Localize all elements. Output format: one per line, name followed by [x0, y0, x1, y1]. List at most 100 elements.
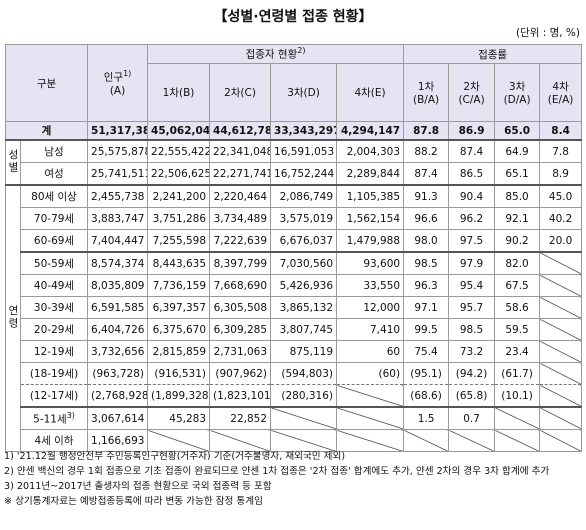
- row: 연령 80세 이상 2,455,738 2,241,200 2,220,464 2,086…: [5, 184, 583, 452]
- cell: 25,575,878: [87, 139, 149, 163]
- cell: 95.4: [448, 274, 496, 297]
- row-text: 40-49세: [33, 280, 75, 292]
- na-cell: [539, 296, 583, 319]
- row: 여성 25,741,511 22,506,625 22,271,741 16,752,2…: [6, 162, 583, 186]
- cell: 44,612,789: [209, 121, 272, 141]
- cell: 8,443,635: [147, 251, 211, 275]
- cell: (963,728): [87, 362, 149, 385]
- table: 구분 인구1) (A) 접종자 현황2) 접종률 1차(B) 2차(C) 3차(D) 4…: [4, 44, 583, 452]
- cell: 3,575,019: [270, 207, 338, 230]
- cell: 86.5: [448, 162, 496, 186]
- na-cell: [270, 406, 338, 430]
- cell: 58.6: [494, 296, 541, 319]
- row: (12-17세) (2,768,928) (1,899,328) (1,823,101…: [6, 384, 583, 408]
- header-col: 2차(C): [209, 63, 272, 122]
- cell: 1.5: [403, 406, 450, 430]
- row-label: 계: [4, 121, 89, 141]
- cell: 875,119: [270, 340, 338, 363]
- cell: 22,852: [209, 406, 272, 430]
- cell: 4,294,147: [336, 121, 405, 141]
- cell: 96.2: [448, 207, 496, 230]
- footnote-mark: 3): [4, 481, 14, 492]
- na-cell: [539, 406, 583, 430]
- row-text: 80세 이상: [31, 191, 77, 203]
- cell: 8.9: [539, 162, 583, 186]
- group-text: 연령: [7, 304, 19, 330]
- na-cell: [147, 429, 211, 452]
- cell: 2,455,738: [87, 184, 149, 208]
- row-label: 30-39세: [19, 296, 89, 319]
- row-label: 60-69세: [19, 229, 89, 253]
- header-line: 1차: [417, 81, 435, 93]
- header-col: 1차 (B/A): [403, 63, 450, 122]
- cell: 92.1: [494, 207, 541, 230]
- header-col: 3차(D): [270, 63, 338, 122]
- na-cell: [494, 406, 541, 430]
- cell: 33,550: [336, 274, 405, 297]
- cell: 16,752,244: [270, 162, 338, 186]
- cell: (94.2): [448, 362, 496, 385]
- header-text: 접종자 현황: [245, 48, 298, 61]
- cell: 88.2: [403, 139, 450, 163]
- row-label: 20-29세: [19, 318, 89, 341]
- na-cell: [336, 384, 405, 408]
- cell: 33,343,297: [270, 121, 338, 141]
- cell: (1,899,328): [147, 384, 211, 408]
- cell: 6,309,285: [209, 318, 272, 341]
- na-cell: [539, 340, 583, 363]
- cell: 3,067,614: [87, 406, 149, 430]
- cell: 3,865,132: [270, 296, 338, 319]
- na-cell: [539, 251, 583, 275]
- cell: 6,591,585: [87, 296, 149, 319]
- cell: 97.9: [448, 251, 496, 275]
- cell: 45.0: [539, 184, 583, 208]
- cell: 6,397,357: [147, 296, 211, 319]
- row-text: 5-11세: [33, 413, 67, 426]
- cell: 3,734,489: [209, 207, 272, 230]
- footnote-mark: ※: [4, 496, 13, 507]
- cell: 1,479,988: [336, 229, 405, 253]
- footnote: 1) '21.12월 행정안전부 주민등록인구현황(거주자) 기준(거주불명자,…: [4, 449, 582, 464]
- cell: 40.2: [539, 207, 583, 230]
- cell: (594,803): [270, 362, 338, 385]
- cell: (2,768,928): [87, 384, 149, 408]
- header-col: 4차 (E/A): [539, 63, 583, 122]
- cell: 82.0: [494, 251, 541, 275]
- header-col: 2차 (C/A): [448, 63, 496, 122]
- cell: 16,591,053: [270, 139, 338, 163]
- cell: 3,807,745: [270, 318, 338, 341]
- cell: 2,241,200: [147, 184, 211, 208]
- cell: 45,283: [147, 406, 211, 430]
- cell: 25,741,511: [87, 162, 149, 186]
- row-text: (18-19세): [29, 368, 79, 380]
- cell: 45,062,047: [147, 121, 211, 141]
- header-line: 3차: [508, 81, 526, 93]
- cell: 8,035,809: [87, 274, 149, 297]
- cell: 87.8: [403, 121, 450, 141]
- na-cell: [539, 318, 583, 341]
- row: 4세 이하 1,166,693: [6, 429, 583, 452]
- cell: 8,397,799: [209, 251, 272, 275]
- header-group: 구분: [4, 44, 89, 122]
- cell: 75.4: [403, 340, 450, 363]
- row-text: 20-29세: [33, 324, 75, 336]
- na-cell: [336, 406, 405, 430]
- cell: 87.4: [403, 162, 450, 186]
- group-label: 연령: [5, 184, 21, 452]
- row-text: 50-59세: [33, 258, 75, 270]
- row: 60-69세 7,404,447 7,255,598 7,222,639 6,676,0…: [6, 229, 583, 253]
- na-cell: [336, 429, 405, 452]
- header-col: 4차(E): [336, 63, 405, 122]
- cell: 86.9: [448, 121, 496, 141]
- cell: 12,000: [336, 296, 405, 319]
- row-text: 60-69세: [33, 235, 75, 247]
- row-text: 4세 이하: [34, 435, 74, 447]
- cell: 7,030,560: [270, 251, 338, 275]
- cell: 7,222,639: [209, 229, 272, 253]
- group-text: 성별: [7, 148, 19, 174]
- cell: (65.8): [448, 384, 496, 408]
- cell: 96.3: [403, 274, 450, 297]
- na-cell: [539, 429, 583, 452]
- na-cell: [539, 384, 583, 408]
